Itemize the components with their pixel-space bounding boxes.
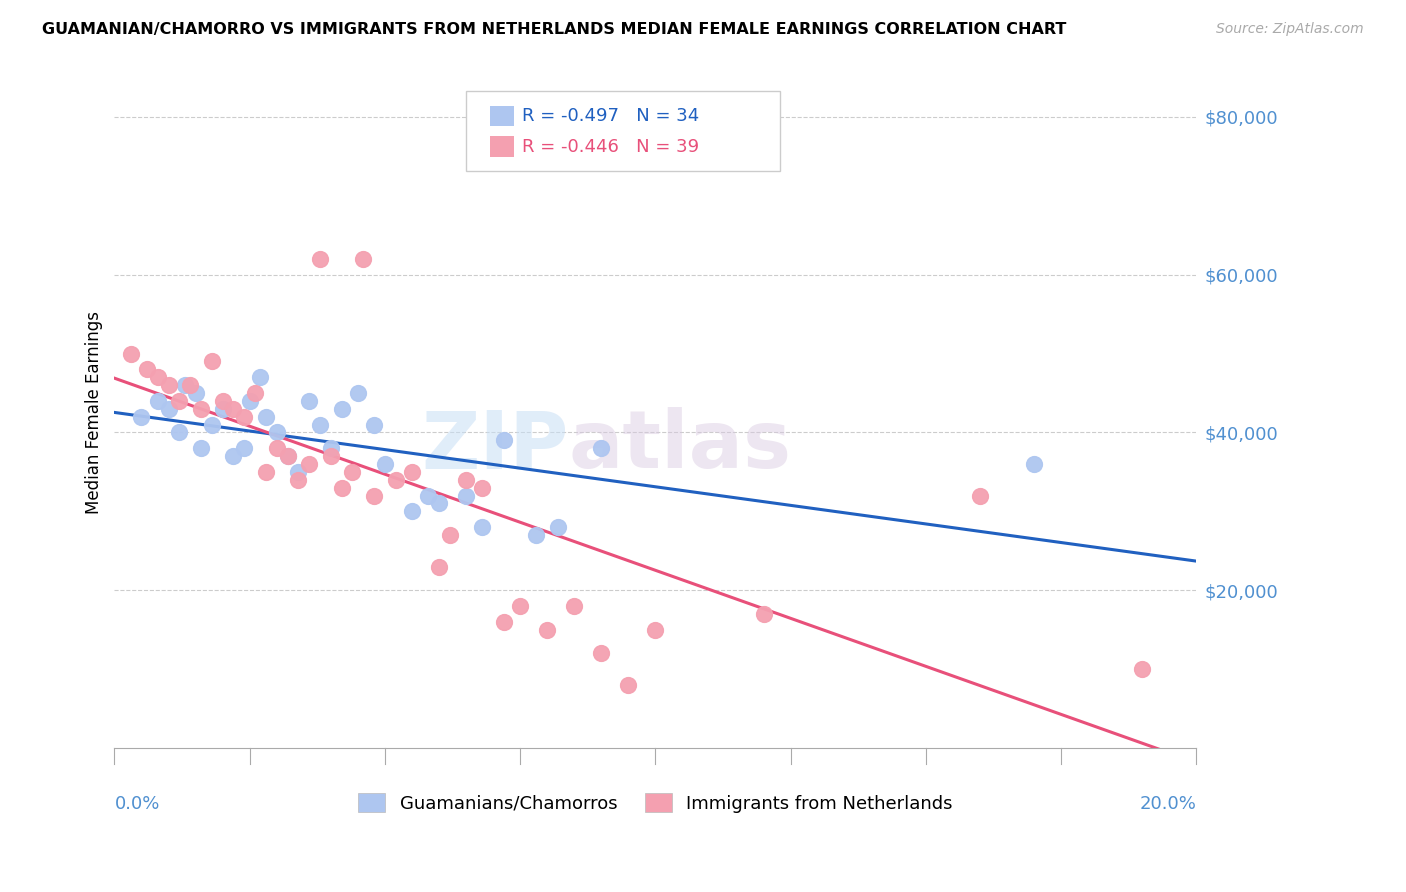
Point <box>190 442 212 456</box>
Point <box>254 409 277 424</box>
Point <box>752 607 775 621</box>
Point <box>509 599 531 613</box>
Point <box>418 489 440 503</box>
Point <box>179 378 201 392</box>
Point <box>287 473 309 487</box>
Point <box>330 401 353 416</box>
Point <box>319 449 342 463</box>
Point <box>526 528 548 542</box>
Point <box>277 449 299 463</box>
Text: Source: ZipAtlas.com: Source: ZipAtlas.com <box>1216 22 1364 37</box>
Point <box>384 473 406 487</box>
Point <box>249 370 271 384</box>
Point <box>591 646 613 660</box>
Point <box>298 457 321 471</box>
Point <box>287 465 309 479</box>
Point <box>330 481 353 495</box>
Point <box>211 401 233 416</box>
Point <box>352 252 374 266</box>
Point <box>427 496 450 510</box>
Text: 0.0%: 0.0% <box>114 795 160 813</box>
Y-axis label: Median Female Earnings: Median Female Earnings <box>86 311 103 514</box>
Point <box>157 378 180 392</box>
Point <box>266 442 288 456</box>
Point <box>471 520 494 534</box>
FancyBboxPatch shape <box>489 136 513 157</box>
Point <box>146 393 169 408</box>
Text: 20.0%: 20.0% <box>1139 795 1197 813</box>
Point <box>439 528 461 542</box>
Point <box>184 386 207 401</box>
Point <box>374 457 396 471</box>
Text: R = -0.497   N = 34: R = -0.497 N = 34 <box>523 107 700 125</box>
Point <box>169 425 191 440</box>
Point <box>454 489 477 503</box>
Point <box>547 520 569 534</box>
Point <box>201 354 224 368</box>
Point <box>211 393 233 408</box>
Point <box>347 386 370 401</box>
Point <box>1130 662 1153 676</box>
Point <box>454 473 477 487</box>
Point <box>201 417 224 432</box>
Point <box>562 599 585 613</box>
Point <box>492 615 515 629</box>
Point <box>169 393 191 408</box>
Text: GUAMANIAN/CHAMORRO VS IMMIGRANTS FROM NETHERLANDS MEDIAN FEMALE EARNINGS CORRELA: GUAMANIAN/CHAMORRO VS IMMIGRANTS FROM NE… <box>42 22 1067 37</box>
Point <box>146 370 169 384</box>
Point <box>254 465 277 479</box>
Point <box>233 442 256 456</box>
Point <box>969 489 991 503</box>
Legend: Guamanians/Chamorros, Immigrants from Netherlands: Guamanians/Chamorros, Immigrants from Ne… <box>359 793 952 813</box>
Point <box>401 465 423 479</box>
Point <box>427 559 450 574</box>
Point <box>319 442 342 456</box>
Point <box>190 401 212 416</box>
Point <box>243 386 266 401</box>
Point <box>536 623 558 637</box>
Point <box>157 401 180 416</box>
FancyBboxPatch shape <box>465 91 780 171</box>
Point <box>173 378 195 392</box>
Point <box>471 481 494 495</box>
Point <box>492 434 515 448</box>
Point <box>266 425 288 440</box>
Point <box>644 623 666 637</box>
Point <box>342 465 364 479</box>
Point <box>309 417 332 432</box>
Point <box>363 417 385 432</box>
Point <box>135 362 157 376</box>
Text: R = -0.446   N = 39: R = -0.446 N = 39 <box>523 137 699 155</box>
Point <box>591 442 613 456</box>
Point <box>120 346 142 360</box>
Point <box>222 401 245 416</box>
FancyBboxPatch shape <box>489 105 513 126</box>
Point <box>239 393 262 408</box>
Point <box>298 393 321 408</box>
Point <box>222 449 245 463</box>
Text: atlas: atlas <box>569 408 792 485</box>
Point <box>617 678 640 692</box>
Point <box>131 409 153 424</box>
Text: ZIP: ZIP <box>422 408 569 485</box>
Point <box>1024 457 1046 471</box>
Point <box>401 504 423 518</box>
Point <box>363 489 385 503</box>
Point <box>233 409 256 424</box>
Point <box>277 449 299 463</box>
Point <box>309 252 332 266</box>
